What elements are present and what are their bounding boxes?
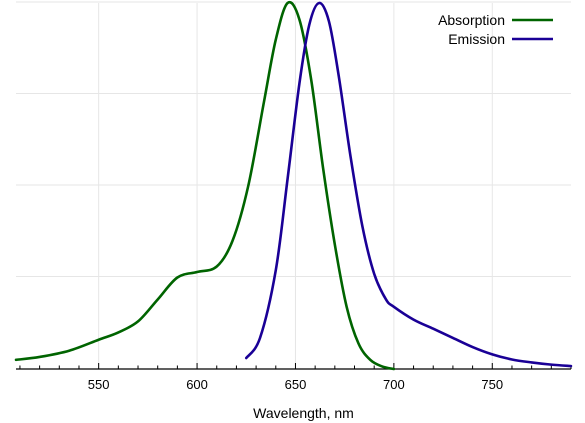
series-layer — [14, 0, 573, 371]
x-tick-label: 750 — [481, 377, 503, 392]
x-tick-label: 550 — [88, 377, 110, 392]
grid — [16, 1, 571, 369]
legend: Absorption Emission — [438, 12, 553, 47]
x-tick-label: 600 — [186, 377, 208, 392]
x-axis-label: Wavelength, nm — [253, 405, 354, 421]
legend-label-absorption: Absorption — [438, 12, 505, 28]
x-tick-label: 650 — [285, 377, 307, 392]
x-tick-label: 700 — [383, 377, 405, 392]
legend-label-emission: Emission — [448, 31, 505, 47]
series-line-absorption — [14, 0, 396, 371]
x-axis: 550 600 650 700 750 — [16, 363, 572, 392]
series-line-emission — [244, 1, 573, 368]
